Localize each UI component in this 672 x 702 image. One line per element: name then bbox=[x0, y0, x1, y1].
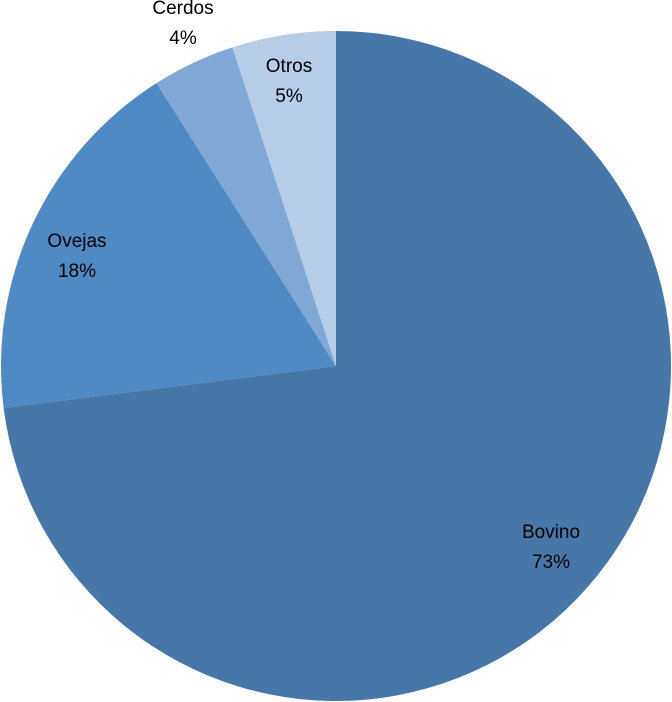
slice-percent-label: 73% bbox=[532, 552, 570, 573]
pie-slice-ovejas bbox=[0, 83, 337, 408]
pie-slice-bovino bbox=[3, 31, 671, 701]
slice-category-label: Ovejas bbox=[47, 231, 106, 252]
pie-slice-otros bbox=[232, 31, 336, 366]
slice-label-bovino: Bovino 73% bbox=[522, 522, 580, 573]
pie-slices bbox=[0, 31, 671, 701]
slice-label-otros: Otros 5% bbox=[266, 56, 312, 107]
slice-category-label: Cerdos bbox=[152, 0, 213, 19]
slice-category-label: Bovino bbox=[522, 522, 580, 543]
slice-percent-label: 5% bbox=[275, 86, 303, 107]
slice-category-label: Otros bbox=[266, 56, 312, 77]
slice-percent-label: 18% bbox=[58, 261, 96, 282]
slice-label-ovejas: Ovejas 18% bbox=[47, 231, 106, 282]
slice-percent-label: 4% bbox=[169, 28, 197, 49]
slice-labels: Bovino 73% Ovejas 18% Cerdos 4% Otros 5% bbox=[47, 0, 580, 573]
slice-label-cerdos: Cerdos 4% bbox=[152, 0, 213, 49]
pie-slice-cerdos bbox=[156, 47, 336, 367]
